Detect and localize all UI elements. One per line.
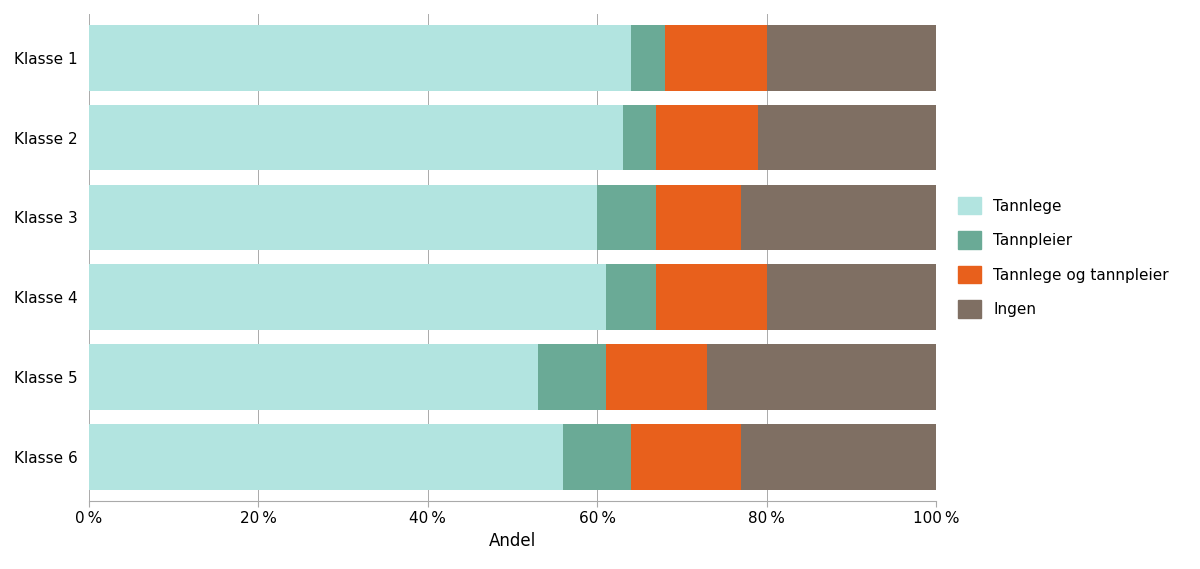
Bar [606, 265, 656, 330]
Bar [767, 265, 936, 330]
Bar [89, 424, 563, 489]
Bar [563, 424, 631, 489]
Bar [623, 105, 656, 170]
Bar [606, 344, 707, 410]
Bar [758, 105, 936, 170]
Bar [598, 185, 656, 250]
Bar [89, 265, 606, 330]
Bar [631, 424, 742, 489]
Bar [742, 424, 936, 489]
Bar [89, 105, 623, 170]
Bar [89, 185, 598, 250]
Bar [656, 185, 742, 250]
Legend: Tannlege, Tannpleier, Tannlege og tannpleier, Ingen: Tannlege, Tannpleier, Tannlege og tannpl… [952, 191, 1175, 324]
Bar [538, 344, 606, 410]
Bar [767, 25, 936, 90]
X-axis label: Andel: Andel [488, 531, 536, 550]
Bar [742, 185, 936, 250]
Bar [631, 25, 665, 90]
Bar [89, 25, 631, 90]
Bar [707, 344, 936, 410]
Bar [89, 344, 538, 410]
Bar [665, 25, 767, 90]
Bar [656, 105, 758, 170]
Bar [656, 265, 767, 330]
